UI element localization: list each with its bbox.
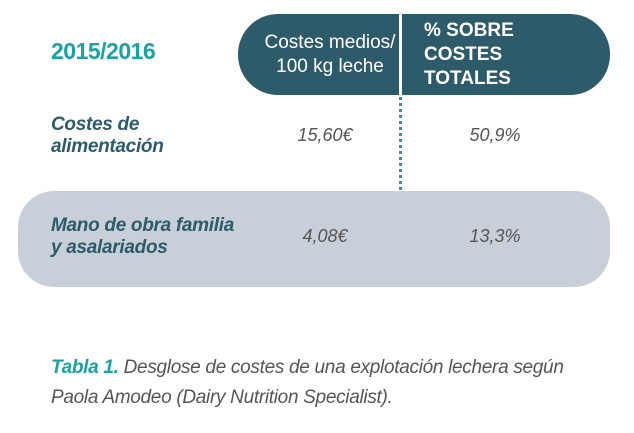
caption-lead: Tabla 1. bbox=[51, 357, 119, 378]
row-label-line2: y asalariados bbox=[51, 237, 168, 258]
row-label-line1: Mano de obra familia bbox=[51, 215, 234, 236]
column-header-average-cost-line1: Costes medios/ bbox=[264, 31, 396, 53]
row-label-line1: Costes de bbox=[51, 114, 140, 135]
table-caption: Tabla 1. Desglose de costes de una explo… bbox=[51, 353, 611, 413]
column-header-percent-total-line2: COSTES TOTALES bbox=[424, 43, 511, 89]
row-label-line2: alimentación bbox=[51, 136, 164, 157]
column-divider bbox=[399, 14, 402, 286]
row-cost-value: 4,08€ bbox=[302, 226, 348, 246]
table-period: 2015/2016 bbox=[51, 38, 156, 64]
table-row-label: Mano de obra familia y asalariados bbox=[51, 215, 234, 259]
table-row-highlight bbox=[18, 191, 610, 287]
column-header-average-cost: Costes medios/ 100 kg leche bbox=[260, 14, 400, 95]
table-header: Costes medios/ 100 kg leche % SOBRE COST… bbox=[238, 14, 610, 95]
table-row-label: Costes de alimentación bbox=[51, 114, 164, 158]
caption-text: Desglose de costes de una explotación le… bbox=[51, 357, 564, 408]
column-divider-header bbox=[399, 14, 402, 95]
column-header-percent-total: % SOBRE COSTES TOTALES bbox=[418, 14, 594, 95]
row-cost-value: 15,60€ bbox=[297, 125, 353, 145]
column-header-average-cost-line2: 100 kg leche bbox=[276, 55, 384, 77]
row-percent-value: 50,9% bbox=[469, 125, 521, 145]
column-header-percent-total-line1: % SOBRE bbox=[424, 19, 514, 41]
row-percent-value: 13,3% bbox=[469, 226, 521, 246]
